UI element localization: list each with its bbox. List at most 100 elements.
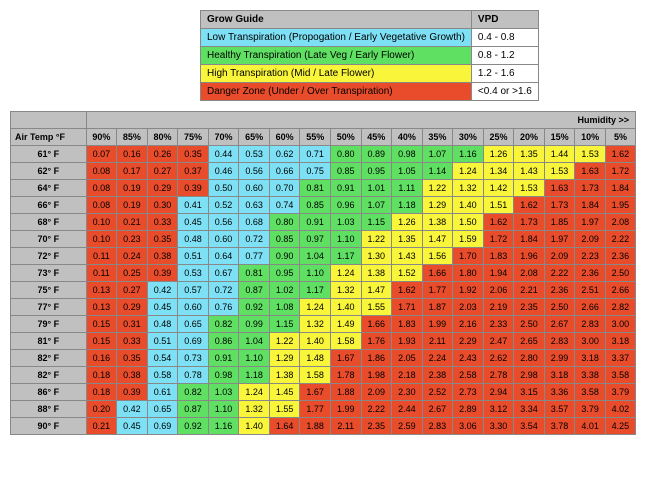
vpd-cell: 1.22 [361,231,392,248]
vpd-cell: 0.66 [269,163,300,180]
vpd-cell: 0.87 [178,401,209,418]
vpd-cell: 3.34 [514,401,545,418]
vpd-cell: 1.83 [483,248,514,265]
humidity-col-header: 10% [575,129,606,146]
vpd-cell: 0.30 [147,197,178,214]
vpd-cell: 0.67 [208,265,239,282]
humidity-col-header: 30% [453,129,484,146]
vpd-cell: 3.78 [544,418,575,435]
vpd-cell: 0.85 [330,163,361,180]
vpd-cell: 1.18 [239,367,270,384]
vpd-cell: 0.16 [117,146,148,163]
vpd-cell: 0.33 [117,333,148,350]
vpd-cell: 0.29 [117,299,148,316]
vpd-cell: 1.92 [453,282,484,299]
vpd-cell: 0.11 [86,265,117,282]
vpd-cell: 0.53 [178,265,209,282]
vpd-cell: 0.45 [117,418,148,435]
vpd-cell: 2.23 [575,248,606,265]
humidity-col-header: 25% [483,129,514,146]
vpd-cell: 3.79 [575,401,606,418]
vpd-cell: 3.00 [575,333,606,350]
vpd-cell: 1.29 [269,350,300,367]
vpd-cell: 1.32 [453,180,484,197]
vpd-cell: 1.77 [422,282,453,299]
vpd-cell: 0.63 [239,197,270,214]
legend-title-left: Grow Guide [201,11,472,29]
humidity-col-header: 80% [147,129,178,146]
vpd-cell: 0.65 [178,316,209,333]
temp-row-label: 75° F [11,282,87,299]
temp-row-label: 62° F [11,163,87,180]
vpd-cell: 0.51 [178,248,209,265]
vpd-cell: 3.18 [605,333,635,350]
vpd-cell: 1.73 [514,214,545,231]
vpd-cell: 0.51 [147,333,178,350]
vpd-cell: 3.36 [544,384,575,401]
vpd-cell: 0.52 [208,197,239,214]
vpd-cell: 1.72 [483,231,514,248]
vpd-cell: 0.45 [147,299,178,316]
vpd-cell: 1.43 [514,163,545,180]
vpd-cell: 2.38 [422,367,453,384]
vpd-cell: 2.36 [575,265,606,282]
vpd-cell: 1.32 [300,316,331,333]
vpd-cell: 0.75 [300,163,331,180]
vpd-cell: 1.38 [361,265,392,282]
vpd-cell: 1.70 [453,248,484,265]
vpd-cell: 1.97 [575,214,606,231]
vpd-cell: 0.27 [117,282,148,299]
vpd-cell: 0.24 [117,248,148,265]
vpd-cell: 0.19 [117,180,148,197]
vpd-cell: 1.15 [361,214,392,231]
legend-row-label: Healthy Transpiration (Late Veg / Early … [201,47,472,65]
vpd-cell: 1.49 [330,316,361,333]
vpd-cell: 1.10 [300,265,331,282]
vpd-cell: 1.45 [269,384,300,401]
vpd-cell: 0.13 [86,299,117,316]
vpd-cell: 1.32 [330,282,361,299]
humidity-col-header: 55% [300,129,331,146]
vpd-cell: 0.81 [300,180,331,197]
vpd-cell: 3.30 [483,418,514,435]
vpd-cell: 1.88 [330,384,361,401]
legend-row-label: Low Transpiration (Propogation / Early V… [201,29,472,47]
vpd-cell: 0.87 [239,282,270,299]
vpd-cell: 0.18 [86,367,117,384]
vpd-cell: 1.53 [514,180,545,197]
vpd-cell: 0.21 [86,418,117,435]
vpd-cell: 1.72 [605,163,635,180]
vpd-cell: 0.95 [361,163,392,180]
temp-row-label: 68° F [11,214,87,231]
vpd-cell: 0.80 [330,146,361,163]
vpd-cell: 0.35 [178,146,209,163]
vpd-cell: 1.10 [239,350,270,367]
vpd-cell: 0.53 [239,146,270,163]
vpd-cell: 0.90 [269,248,300,265]
vpd-cell: 1.03 [330,214,361,231]
vpd-cell: 0.68 [239,214,270,231]
temp-row-label: 79° F [11,316,87,333]
vpd-cell: 1.10 [330,231,361,248]
vpd-cell: 0.48 [147,316,178,333]
vpd-cell: 0.13 [86,282,117,299]
vpd-cell: 2.22 [605,231,635,248]
vpd-cell: 0.38 [147,248,178,265]
vpd-cell: 2.21 [514,282,545,299]
vpd-cell: 0.99 [239,316,270,333]
vpd-cell: 1.88 [300,418,331,435]
vpd-cell: 1.17 [330,248,361,265]
vpd-cell: 2.51 [575,282,606,299]
vpd-cell: 1.40 [239,418,270,435]
vpd-cell: 1.63 [544,180,575,197]
vpd-cell: 2.30 [392,384,423,401]
vpd-cell: 1.24 [239,384,270,401]
vpd-cell: 0.33 [147,214,178,231]
vpd-cell: 1.47 [361,282,392,299]
vpd-cell: 0.21 [117,214,148,231]
vpd-cell: 0.16 [86,350,117,367]
vpd-cell: 2.43 [453,350,484,367]
vpd-cell: 1.03 [208,384,239,401]
vpd-cell: 2.83 [544,333,575,350]
vpd-cell: 1.51 [483,197,514,214]
